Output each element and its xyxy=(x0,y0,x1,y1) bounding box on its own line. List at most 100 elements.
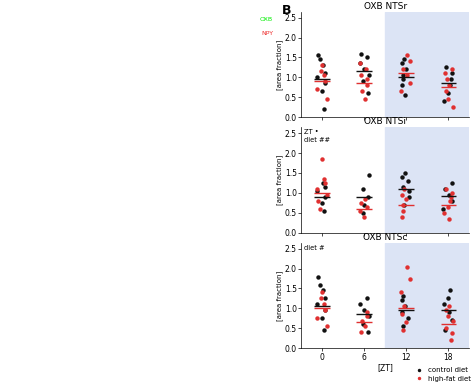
Point xyxy=(321,194,329,200)
Point xyxy=(365,194,372,200)
Point xyxy=(399,208,407,214)
Point xyxy=(356,208,364,214)
Point xyxy=(364,76,371,82)
Point xyxy=(313,186,321,192)
Text: ZT •
diet ##: ZT • diet ## xyxy=(304,129,330,143)
Text: NTS: NTS xyxy=(9,75,19,79)
Point xyxy=(400,327,407,333)
Point xyxy=(440,301,447,308)
Point xyxy=(398,174,406,180)
Bar xyxy=(385,12,469,117)
Point xyxy=(318,315,326,321)
Point xyxy=(319,180,327,186)
Text: NPY: NPY xyxy=(261,31,273,36)
Point xyxy=(400,184,407,190)
Point xyxy=(448,66,456,72)
Point xyxy=(442,89,450,95)
Point xyxy=(316,206,324,212)
Point xyxy=(445,204,452,210)
Text: control diet: control diet xyxy=(41,10,84,18)
Text: high-fat diet: high-fat diet xyxy=(181,10,228,18)
Point xyxy=(360,202,368,208)
Point xyxy=(405,194,413,200)
Point xyxy=(449,104,456,110)
Point xyxy=(361,96,368,102)
Point xyxy=(321,80,329,87)
Point xyxy=(401,202,408,208)
Point xyxy=(323,96,331,102)
Point xyxy=(320,327,328,333)
Point xyxy=(314,74,321,80)
Point xyxy=(364,310,371,316)
Point xyxy=(357,329,365,335)
Y-axis label: [area fraction]: [area fraction] xyxy=(276,155,283,205)
Point xyxy=(446,82,454,89)
Point xyxy=(398,290,405,296)
Point xyxy=(404,178,411,184)
Text: AP: AP xyxy=(48,44,55,49)
Point xyxy=(358,89,366,95)
Point xyxy=(359,186,367,192)
Point xyxy=(444,313,452,319)
Point xyxy=(317,69,325,75)
Point xyxy=(365,329,372,335)
Point xyxy=(364,54,371,60)
Point xyxy=(407,59,414,65)
Point xyxy=(442,307,450,313)
Bar xyxy=(385,127,469,233)
Point xyxy=(314,301,321,308)
Point xyxy=(361,307,368,313)
Point xyxy=(320,176,328,182)
Point xyxy=(448,70,456,77)
Text: DMV: DMV xyxy=(19,102,32,106)
Point xyxy=(318,89,326,95)
Point xyxy=(313,86,321,92)
Point xyxy=(323,323,331,330)
Point xyxy=(364,204,371,210)
Point xyxy=(401,92,409,99)
Point xyxy=(406,80,414,87)
Point xyxy=(448,198,456,204)
Bar xyxy=(385,243,469,348)
Point xyxy=(402,196,410,202)
Point xyxy=(318,62,326,69)
Point xyxy=(321,307,328,313)
Point xyxy=(449,318,456,324)
Point xyxy=(398,311,406,318)
Point xyxy=(356,301,364,308)
Point xyxy=(320,208,328,214)
Point xyxy=(447,194,455,200)
Point xyxy=(403,52,410,59)
Point xyxy=(314,273,321,280)
Point xyxy=(398,89,405,95)
Point xyxy=(399,66,407,72)
Point xyxy=(445,82,453,89)
Point xyxy=(442,186,450,192)
Point xyxy=(357,50,365,57)
Point xyxy=(400,202,407,208)
Point xyxy=(445,310,452,316)
Text: B: B xyxy=(282,4,292,17)
Point xyxy=(445,192,453,198)
Point xyxy=(364,295,371,301)
Point xyxy=(449,180,456,186)
Point xyxy=(399,76,407,82)
Point xyxy=(321,184,329,190)
Point xyxy=(398,310,406,316)
Point xyxy=(318,290,326,296)
Point xyxy=(365,72,373,79)
Point xyxy=(323,192,331,198)
Point xyxy=(316,57,324,63)
Title: OXB NTSi: OXB NTSi xyxy=(364,117,406,126)
Point xyxy=(399,82,406,89)
Point xyxy=(365,172,373,178)
Point xyxy=(359,79,367,85)
Point xyxy=(361,214,368,220)
Point xyxy=(319,62,327,69)
Point xyxy=(401,303,409,310)
Point xyxy=(316,281,324,288)
Point xyxy=(359,210,367,216)
Point xyxy=(361,323,368,330)
Point xyxy=(364,82,371,89)
X-axis label: [ZT]: [ZT] xyxy=(377,363,393,372)
